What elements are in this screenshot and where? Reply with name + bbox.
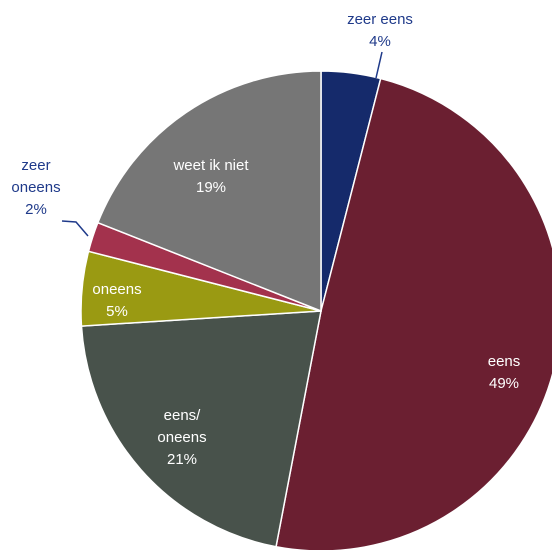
leader-line-zeer-eens <box>375 51 383 79</box>
slice-label-weet-ik-niet: weet ik niet 19% <box>172 157 249 196</box>
slice-labels: zeer eens 4% eens 49% eens/oneens 21% oneens 5%… <box>11 11 520 468</box>
slice-label-eens-oneens: eens/oneens 21% <box>157 407 206 468</box>
pie-slice-eens <box>275 77 552 550</box>
slice-label-zeer-eens: zeer eens 4% <box>347 11 413 50</box>
slice-label-eens: eens 49% <box>488 353 521 392</box>
leader-lines <box>61 51 383 237</box>
slice-label-zeer-oneens: zeer oneens 2% <box>11 157 60 218</box>
leader-line-zeer-oneens <box>61 220 89 237</box>
slice-label-oneens: oneens 5% <box>92 281 141 320</box>
pie-slices <box>80 70 552 550</box>
pie-slice-eens-oneens <box>80 310 322 548</box>
pie-slice-weet-ik-niet <box>96 70 322 313</box>
